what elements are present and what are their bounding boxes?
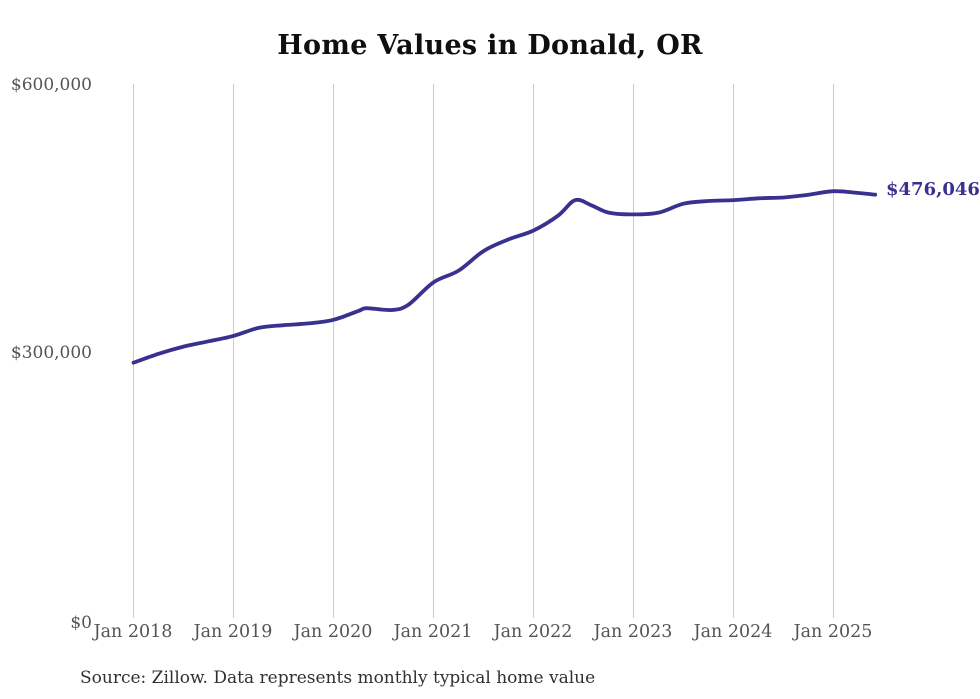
x-tick-label-jan-2022: Jan 2022 bbox=[493, 622, 573, 642]
home-value-line bbox=[131, 189, 878, 365]
x-tick-label-jan-2019: Jan 2019 bbox=[193, 622, 273, 642]
x-tick-label-jan-2018: Jan 2018 bbox=[93, 622, 173, 642]
gridlines bbox=[133, 84, 834, 618]
x-tick-label-jan-2023: Jan 2023 bbox=[593, 622, 673, 642]
source-note: Source: Zillow. Data represents monthly … bbox=[80, 668, 596, 688]
final-value-label: $476,046 bbox=[886, 179, 980, 200]
y-tick-label-600000: $600,000 bbox=[10, 75, 92, 95]
x-tick-label-jan-2025: Jan 2025 bbox=[793, 622, 873, 642]
y-tick-label-0: $0 bbox=[70, 613, 92, 633]
x-tick-label-jan-2020: Jan 2020 bbox=[293, 622, 373, 642]
chart-title: Home Values in Donald, OR bbox=[277, 30, 703, 61]
x-tick-label-jan-2024: Jan 2024 bbox=[693, 622, 773, 642]
x-tick-label-jan-2021: Jan 2021 bbox=[393, 622, 473, 642]
y-tick-label-300000: $300,000 bbox=[10, 343, 92, 363]
